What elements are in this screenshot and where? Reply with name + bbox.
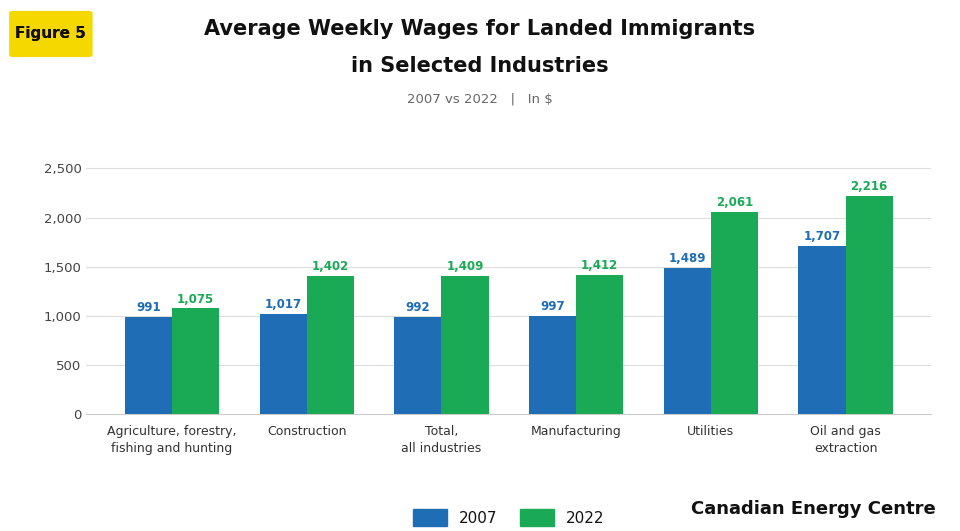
Legend: 2007, 2022: 2007, 2022: [405, 501, 612, 531]
Text: Figure 5: Figure 5: [15, 27, 86, 41]
Text: 1,017: 1,017: [265, 298, 301, 311]
Text: 1,409: 1,409: [446, 260, 484, 273]
Bar: [395, 316, 442, 414]
Text: 991: 991: [136, 301, 160, 314]
Bar: [846, 196, 893, 414]
Text: 1,707: 1,707: [804, 230, 841, 243]
FancyBboxPatch shape: [10, 11, 92, 57]
Bar: [306, 276, 354, 414]
Text: 2,061: 2,061: [716, 195, 753, 209]
Bar: [663, 268, 711, 414]
Bar: [125, 316, 172, 414]
Bar: [442, 276, 489, 414]
Bar: [529, 316, 576, 414]
Text: Average Weekly Wages for Landed Immigrants: Average Weekly Wages for Landed Immigran…: [204, 19, 756, 39]
Text: in Selected Industries: in Selected Industries: [351, 56, 609, 76]
Bar: [172, 309, 219, 414]
Text: 2,216: 2,216: [851, 181, 888, 193]
Bar: [799, 246, 846, 414]
Bar: [259, 314, 306, 414]
Bar: [576, 276, 623, 414]
Text: 1,412: 1,412: [581, 259, 618, 272]
Text: Canadian Energy Centre: Canadian Energy Centre: [691, 500, 936, 518]
Text: 992: 992: [405, 301, 430, 314]
Text: 1,075: 1,075: [177, 293, 214, 305]
Text: Figure 5: Figure 5: [15, 27, 86, 41]
Text: 997: 997: [540, 300, 564, 313]
Text: 2007 vs 2022   |   In $: 2007 vs 2022 | In $: [407, 93, 553, 106]
Text: 1,402: 1,402: [312, 260, 348, 273]
Bar: [711, 211, 758, 414]
Text: 1,489: 1,489: [668, 252, 706, 265]
